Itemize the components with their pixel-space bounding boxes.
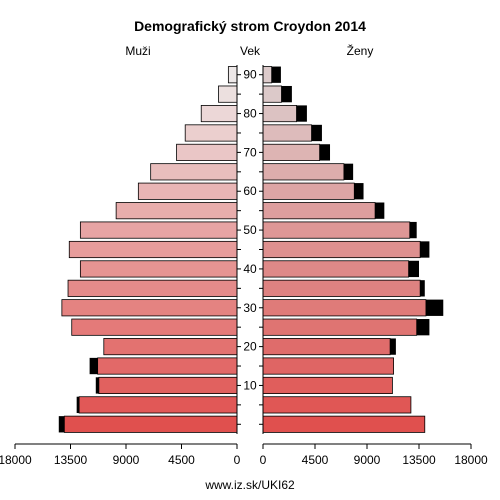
female-excess-25-29: [416, 319, 430, 336]
male-bar-90+: [227, 66, 238, 84]
female-bar-55-59: [262, 202, 376, 220]
age-tick-label: 70: [243, 145, 257, 159]
male-bar-70-74: [176, 143, 238, 161]
age-tick-label: 90: [243, 68, 257, 82]
male-bar-15-19: [97, 357, 238, 375]
age-tick-label: 50: [243, 223, 257, 237]
female-excess-20-24: [390, 338, 396, 355]
x-tick-label-left: 4500: [168, 453, 195, 467]
female-bar-35-39: [262, 279, 421, 297]
male-bar-80-84: [200, 104, 238, 123]
female-bar-45-49: [262, 240, 421, 259]
female-bar-90+: [262, 66, 273, 84]
female-bar-60-64: [262, 182, 355, 200]
age-tick-label: 10: [243, 378, 257, 392]
male-bar-45-49: [68, 240, 238, 259]
female-bar-30-34: [262, 299, 427, 317]
female-excess-40-44: [408, 260, 419, 278]
male-bar-65-69: [150, 163, 238, 181]
female-bar-75-79: [262, 124, 312, 142]
male-excess-10-14: [95, 377, 99, 394]
x-tick-label-left: 9000: [113, 453, 140, 467]
female-excess-50-54: [409, 221, 417, 239]
female-bar-80-84: [262, 104, 297, 123]
female-bar-70-74: [262, 143, 321, 161]
axes: 10 20 30 40 50 60 70 80 90 18000 18000 13500 13500 90…: [0, 65, 488, 467]
female-excess-90+: [271, 66, 281, 83]
male-bar-40-44: [79, 260, 238, 278]
female-excess-65-69: [343, 163, 354, 180]
female-bar-5-9: [262, 396, 412, 414]
male-bar-60-64: [137, 182, 238, 200]
male-excess-15-19: [89, 357, 98, 375]
x-tick-label-right: 4500: [302, 453, 329, 467]
female-excess-85-89: [281, 85, 292, 103]
x-tick-label-left: 0: [234, 453, 241, 467]
female-bar-40-44: [262, 260, 410, 278]
male-bar-25-29: [71, 318, 238, 336]
age-tick-label: 30: [243, 301, 257, 315]
male-bar-50-54: [79, 221, 238, 239]
x-tick-label-left: 13500: [54, 453, 88, 467]
female-bar-65-69: [262, 163, 345, 181]
female-bar-10-14: [262, 376, 393, 395]
male-bar-5-9: [78, 396, 238, 414]
male-excess-5-9: [76, 396, 80, 414]
male-bar-55-59: [115, 202, 238, 220]
female-bar-0-4: [262, 415, 426, 433]
female-excess-30-34: [425, 299, 444, 316]
footer-url: www.iz.sk/UKI62: [204, 478, 295, 492]
male-bar-30-34: [61, 299, 238, 317]
female-bar-15-19: [262, 357, 394, 375]
female-bar-25-29: [262, 318, 418, 336]
x-tick-label-right: 13500: [402, 453, 436, 467]
female-excess-55-59: [375, 202, 385, 219]
male-bar-0-4: [63, 415, 238, 433]
male-bar-85-89: [218, 85, 238, 103]
female-bar-20-24: [262, 338, 391, 356]
age-tick-label: 20: [243, 340, 257, 354]
x-tick-label-left: 18000: [0, 453, 32, 467]
female-excess-45-49: [420, 241, 430, 258]
male-bar-35-39: [67, 279, 238, 297]
male-bar-10-14: [98, 376, 238, 395]
male-bar-75-79: [184, 124, 238, 142]
age-tick-label: 80: [243, 107, 257, 121]
x-tick-label-right: 0: [260, 453, 267, 467]
male-excess-0-4: [58, 416, 65, 433]
female-excess-75-79: [311, 124, 322, 142]
male-bars: [58, 66, 238, 433]
male-bar-20-24: [103, 338, 238, 356]
age-tick-label: 40: [243, 262, 257, 276]
female-bar-85-89: [262, 85, 282, 103]
female-bars: [262, 66, 444, 433]
right-series-label: Ženy: [347, 43, 374, 58]
age-tick-label: 60: [243, 184, 257, 198]
female-excess-60-64: [354, 183, 364, 200]
left-series-label: Muži: [125, 44, 150, 58]
female-excess-80-84: [296, 105, 307, 122]
x-tick-label-right: 18000: [454, 453, 488, 467]
female-excess-35-39: [420, 280, 425, 297]
x-tick-label-right: 9000: [354, 453, 381, 467]
age-axis-label: Vek: [240, 44, 261, 58]
female-bar-50-54: [262, 221, 411, 239]
female-excess-70-74: [319, 144, 331, 161]
chart-title: Demografický strom Croydon 2014: [134, 18, 366, 34]
